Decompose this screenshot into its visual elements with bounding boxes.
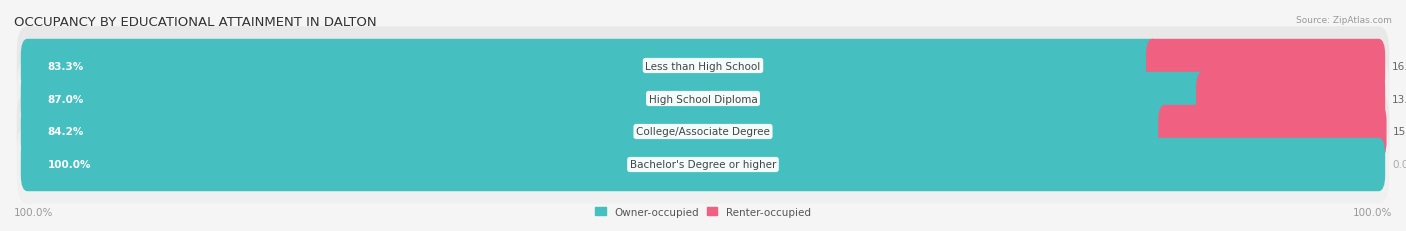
Text: 83.3%: 83.3% <box>48 61 84 71</box>
Text: 0.0%: 0.0% <box>1392 160 1406 170</box>
Text: 100.0%: 100.0% <box>14 207 53 217</box>
Text: High School Diploma: High School Diploma <box>648 94 758 104</box>
Text: OCCUPANCY BY EDUCATIONAL ATTAINMENT IN DALTON: OCCUPANCY BY EDUCATIONAL ATTAINMENT IN D… <box>14 16 377 29</box>
FancyBboxPatch shape <box>1159 105 1386 158</box>
Legend: Owner-occupied, Renter-occupied: Owner-occupied, Renter-occupied <box>595 207 811 217</box>
Text: 15.9%: 15.9% <box>1393 127 1406 137</box>
FancyBboxPatch shape <box>17 93 1389 171</box>
Text: 13.0%: 13.0% <box>1392 94 1406 104</box>
FancyBboxPatch shape <box>1146 40 1385 93</box>
FancyBboxPatch shape <box>1197 73 1385 126</box>
Text: Bachelor's Degree or higher: Bachelor's Degree or higher <box>630 160 776 170</box>
Text: 84.2%: 84.2% <box>48 127 84 137</box>
FancyBboxPatch shape <box>21 40 1160 93</box>
Text: Source: ZipAtlas.com: Source: ZipAtlas.com <box>1296 16 1392 25</box>
FancyBboxPatch shape <box>21 138 1385 191</box>
Text: 87.0%: 87.0% <box>48 94 84 104</box>
FancyBboxPatch shape <box>17 126 1389 204</box>
FancyBboxPatch shape <box>21 105 1171 158</box>
FancyBboxPatch shape <box>17 27 1389 105</box>
Text: 100.0%: 100.0% <box>48 160 91 170</box>
Text: 16.7%: 16.7% <box>1392 61 1406 71</box>
Text: College/Associate Degree: College/Associate Degree <box>636 127 770 137</box>
FancyBboxPatch shape <box>21 73 1209 126</box>
FancyBboxPatch shape <box>17 60 1389 138</box>
Text: Less than High School: Less than High School <box>645 61 761 71</box>
Text: 100.0%: 100.0% <box>1353 207 1392 217</box>
